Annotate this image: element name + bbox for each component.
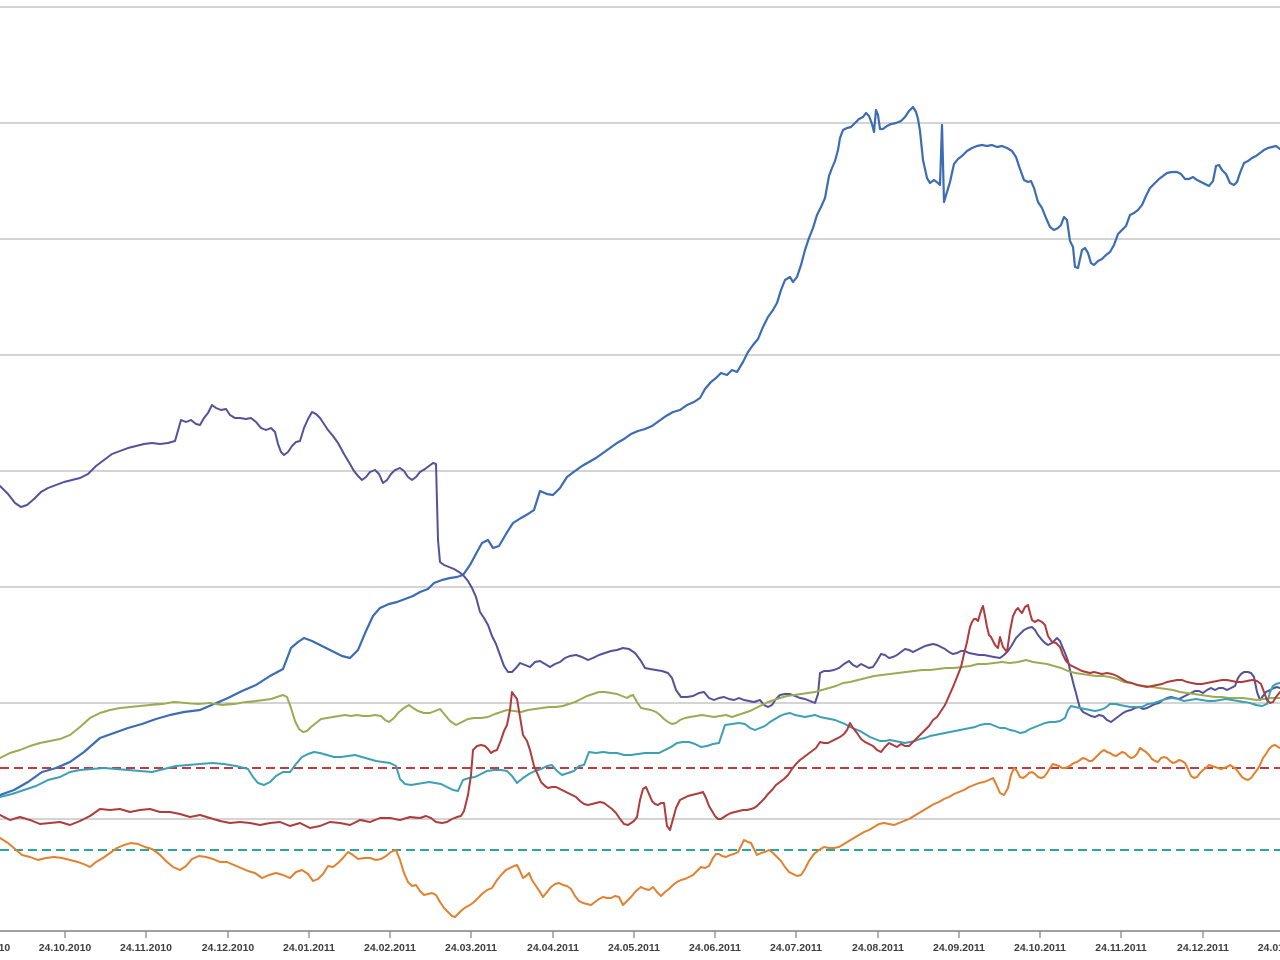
x-tick-label: 24.05.2011	[608, 942, 660, 954]
purple-series-line	[0, 404, 1280, 723]
x-tick-label: 24.03.2011	[445, 942, 497, 954]
x-tick-label: 24.08.2011	[852, 942, 904, 954]
x-tick-labels-group: 24.09.2010 24.10.2010 24.11.2010 24.12.2010…	[0, 942, 1280, 954]
x-tick-label: 24.09.2010	[0, 942, 10, 954]
x-tick-label: 24.01.2012	[1258, 942, 1280, 954]
dark-red-series-line	[0, 604, 1280, 831]
gridlines-group	[0, 6, 1280, 820]
x-tick-label: 24.07.2011	[770, 942, 822, 954]
x-tick-label: 24.11.2010	[120, 942, 172, 954]
x-tick-label: 24.01.2011	[283, 942, 335, 954]
x-tick-label: 24.06.2011	[689, 942, 741, 954]
x-tick-label: 24.09.2011	[933, 942, 985, 954]
green-series-line	[0, 659, 1280, 759]
x-tick-label: 24.11.2011	[1095, 942, 1147, 954]
x-tick-label: 24.10.2011	[1014, 942, 1066, 954]
blue-series-line	[0, 105, 1280, 797]
x-tick-label: 24.12.2011	[1177, 942, 1229, 954]
x-tick-label: 24.10.2010	[39, 942, 92, 954]
reference-lines-group	[0, 767, 1280, 851]
x-axis-group	[0, 930, 1280, 938]
x-tick-label: 24.02.2011	[364, 942, 416, 954]
series-group	[0, 105, 1280, 918]
x-tick-label: 24.04.2011	[527, 942, 579, 954]
x-tick-label: 24.12.2010	[202, 942, 255, 954]
orange-series-line	[0, 744, 1280, 918]
teal-series-line	[0, 682, 1280, 798]
